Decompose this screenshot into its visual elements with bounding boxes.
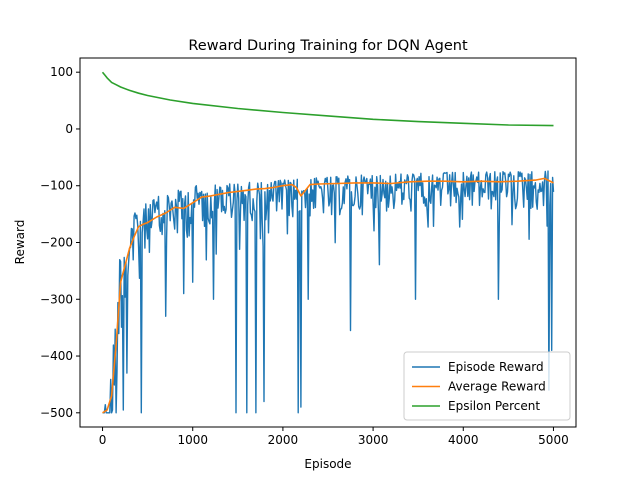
x-axis-label: Episode <box>304 457 351 471</box>
y-tick-label: −100 <box>40 179 73 193</box>
x-tick-label: 2000 <box>268 433 299 447</box>
x-tick-label: 3000 <box>358 433 389 447</box>
legend-label: Epsilon Percent <box>448 399 540 413</box>
y-axis-label: Reward <box>13 220 27 265</box>
legend-label: Average Reward <box>448 380 546 394</box>
y-axis: 100 0 −100 −200 −300 −400 −500 <box>40 65 80 420</box>
episode-reward-line <box>102 170 555 414</box>
epsilon-percent-line <box>101 71 554 127</box>
x-tick-label: 5000 <box>538 433 569 447</box>
y-tick-label: −400 <box>40 349 73 363</box>
y-tick-label: 0 <box>65 122 73 136</box>
x-tick-label: 0 <box>99 433 107 447</box>
legend-entry-epsilon-percent: Epsilon Percent <box>412 399 540 413</box>
legend-entry-average-reward: Average Reward <box>412 380 546 394</box>
y-tick-label: 100 <box>50 65 73 79</box>
x-tick-label: 1000 <box>177 433 208 447</box>
chart-title: Reward During Training for DQN Agent <box>188 38 468 54</box>
legend: Episode Reward Average Reward Epsilon Perc… <box>403 351 571 421</box>
y-tick-label: −500 <box>40 406 73 420</box>
series-layer <box>101 71 555 414</box>
average-reward-line <box>102 177 554 414</box>
legend-label: Episode Reward <box>448 360 544 374</box>
y-tick-label: −200 <box>40 236 73 250</box>
legend-entry-episode-reward: Episode Reward <box>412 360 544 374</box>
x-axis: 0 1000 2000 3000 4000 5000 <box>99 427 569 447</box>
y-tick-label: −300 <box>40 292 73 306</box>
x-tick-label: 4000 <box>448 433 479 447</box>
legend-box <box>403 351 571 421</box>
